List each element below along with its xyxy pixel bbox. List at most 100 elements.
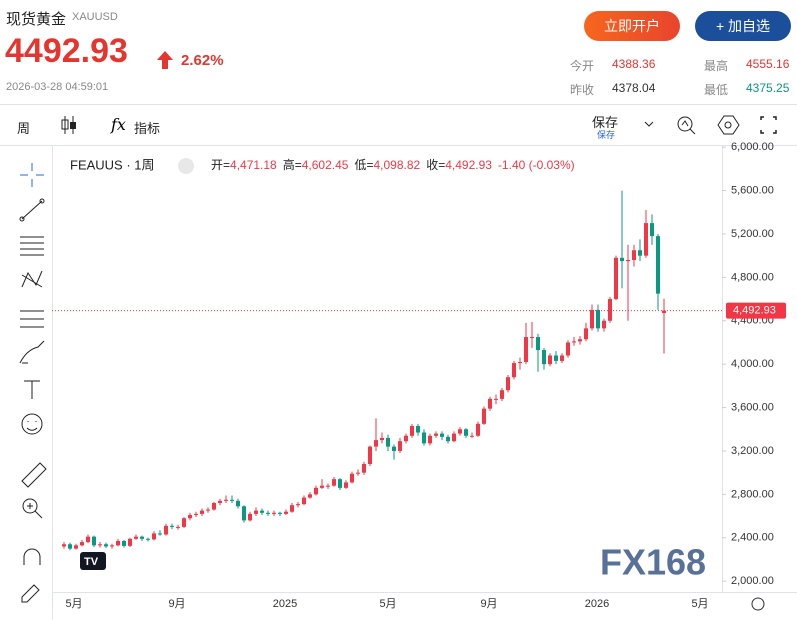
candle-body [614, 257, 618, 300]
save-button[interactable]: 保存 [592, 115, 619, 130]
candle-body [488, 398, 492, 409]
candle-body [512, 363, 516, 378]
candle-body [452, 433, 456, 442]
candle-body [602, 320, 606, 329]
y-tick-label: 4,000.00 [731, 358, 774, 370]
candle-body [374, 440, 378, 447]
candle-body [236, 500, 240, 507]
candle-body [530, 337, 534, 339]
stat-label: 最低 [704, 83, 729, 97]
legend-value: -1.40 (-0.03%) [498, 158, 575, 172]
candle-body [566, 342, 570, 356]
time: 2026-03-28 04:59:01 [6, 81, 109, 93]
candle-body [302, 497, 306, 505]
candle-body [626, 260, 630, 262]
x-tick-label: 9月 [480, 598, 497, 610]
candle-body [524, 337, 528, 362]
y-tick-label: 4,800.00 [731, 271, 774, 283]
candle-body [620, 257, 624, 262]
candle-body [410, 426, 414, 436]
y-tick-label: 2,000.00 [731, 575, 774, 587]
candle-body [158, 533, 162, 535]
title: 现货黄金 [6, 11, 67, 28]
divider [52, 145, 53, 620]
candle-body [434, 433, 438, 436]
candle-body [326, 485, 330, 487]
candle-body [320, 485, 324, 488]
candle-body [572, 341, 576, 343]
candle-body [92, 536, 96, 546]
candle-body [152, 533, 156, 540]
x-tick-label: 5月 [379, 598, 396, 610]
stat-value: 4388.36 [612, 57, 656, 71]
candle-body [206, 509, 210, 511]
legend-label: 高= [283, 157, 302, 172]
candle-body [86, 536, 90, 543]
candle-body [134, 536, 138, 539]
x-tick-label: 2025 [273, 598, 297, 610]
candle-body [506, 377, 510, 391]
candle-body [482, 408, 486, 424]
add-watch-button[interactable]: + 加自选 [695, 11, 791, 41]
candle-body [578, 339, 582, 342]
candle-body [362, 463, 366, 473]
x-tick-label: 5月 [65, 598, 82, 610]
candle-body [380, 437, 384, 441]
candle-body [548, 355, 552, 365]
y-tick-label: 3,200.00 [731, 445, 774, 457]
price: 4492.93 [5, 32, 128, 70]
candle-body [560, 355, 564, 361]
candle-body [632, 250, 636, 261]
candle-body [164, 525, 168, 535]
x-tick-label: 9月 [168, 598, 185, 610]
candle-body [542, 350, 546, 365]
stat-label: 昨收 [570, 83, 595, 97]
candle-body [242, 506, 246, 521]
legend-label: 开= [211, 158, 230, 172]
candle-type-icon[interactable] [60, 114, 78, 136]
candle-body [608, 299, 612, 321]
candle-body [656, 236, 660, 294]
legend-label: 收= [426, 158, 445, 172]
candle-body [62, 544, 66, 547]
stat-value: 4375.25 [746, 81, 790, 95]
candle-body [272, 512, 276, 514]
candle-body [218, 500, 222, 504]
y-tick-label: 6,000.00 [731, 141, 774, 153]
candle-body [146, 538, 150, 540]
candle-body [638, 250, 642, 256]
candle-body [458, 429, 462, 434]
candle-body [428, 435, 432, 444]
candle-body [278, 512, 282, 514]
candle-body [536, 337, 540, 351]
stat-label: 今开 [570, 59, 595, 73]
candle-body [110, 545, 114, 547]
candle-body [254, 510, 258, 514]
legend-toggle[interactable] [178, 158, 194, 174]
candle-body [224, 499, 228, 501]
last-price-label: 4,492.93 [733, 305, 776, 317]
price-axis-border [722, 145, 723, 592]
period-button[interactable]: 周 [17, 121, 31, 136]
candle-body [308, 494, 312, 498]
candle-body [68, 544, 72, 549]
candle-body [332, 479, 336, 486]
toolbar-icons [644, 115, 777, 135]
svg-text:TV: TV [84, 556, 99, 568]
last-price-box [726, 302, 786, 319]
candle-body [590, 309, 594, 329]
candle-body [518, 361, 522, 364]
candle-body [416, 426, 420, 433]
candle-body [404, 435, 408, 442]
candle-body [446, 436, 450, 442]
candle-body [170, 525, 174, 527]
y-tick-label: 5,200.00 [731, 228, 774, 240]
candle-body [266, 512, 270, 514]
candle-body [194, 513, 198, 515]
indicator-icon[interactable]: 𝑓x [111, 115, 126, 134]
open-account-button[interactable]: 立即开户 [584, 11, 680, 41]
legend-value: 4,492.93 [445, 158, 492, 172]
indicator-button[interactable]: 指标 [134, 121, 161, 136]
candle-body [356, 472, 360, 474]
